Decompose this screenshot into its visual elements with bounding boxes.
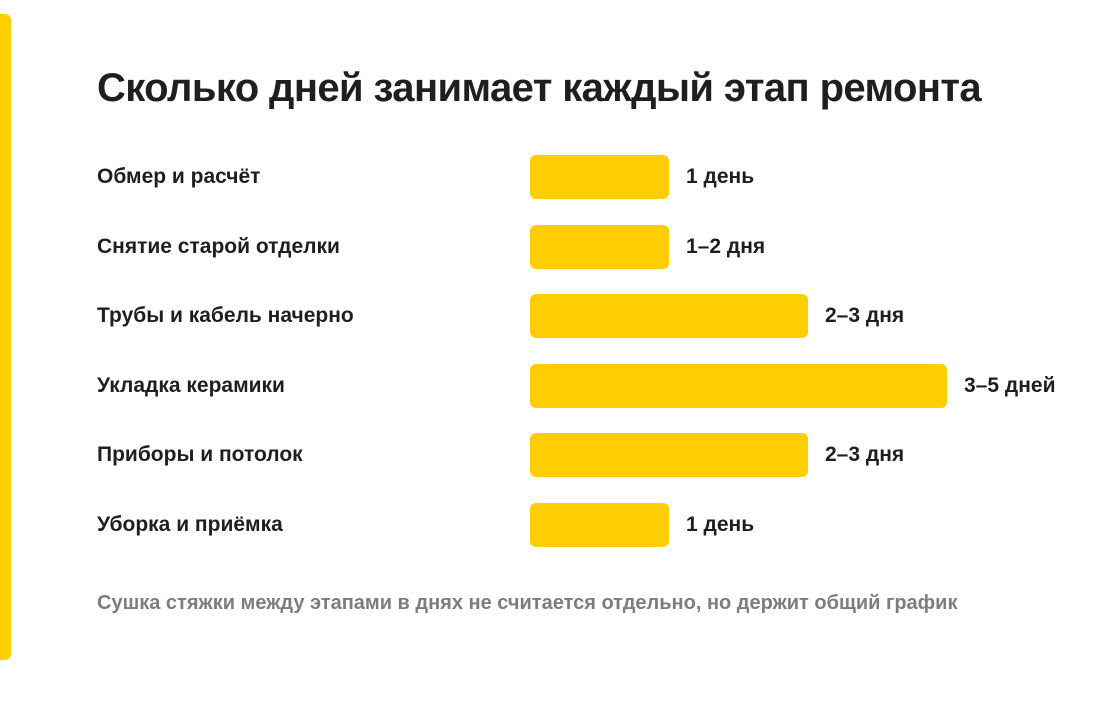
chart-footnote: Сушка стяжки между этапами в днях не счи… [97, 592, 958, 614]
bar [530, 224, 669, 269]
bar [530, 433, 808, 478]
bar [530, 363, 947, 408]
data-label: 2–3 дня [825, 304, 905, 328]
data-label: 1 день [686, 513, 755, 536]
category-label: Укладка керамики [97, 373, 285, 397]
category-label: Трубы и кабель начерно [97, 304, 354, 328]
chart-title: Сколько дней занимает каждый этап ремонт… [97, 66, 982, 110]
bar [530, 503, 669, 547]
data-label: 3–5 дней [964, 373, 1056, 397]
bar [530, 294, 808, 339]
category-label: Снятие старой отделки [97, 234, 340, 258]
category-label: Приборы и потолок [97, 443, 303, 467]
bar [530, 155, 669, 199]
accent-bar [0, 14, 11, 660]
data-label: 2–3 дня [825, 443, 905, 467]
data-label: 1 день [686, 165, 755, 188]
category-label: Обмер и расчёт [97, 165, 261, 188]
data-label: 1–2 дня [686, 234, 766, 258]
category-label: Уборка и приёмка [97, 513, 283, 536]
